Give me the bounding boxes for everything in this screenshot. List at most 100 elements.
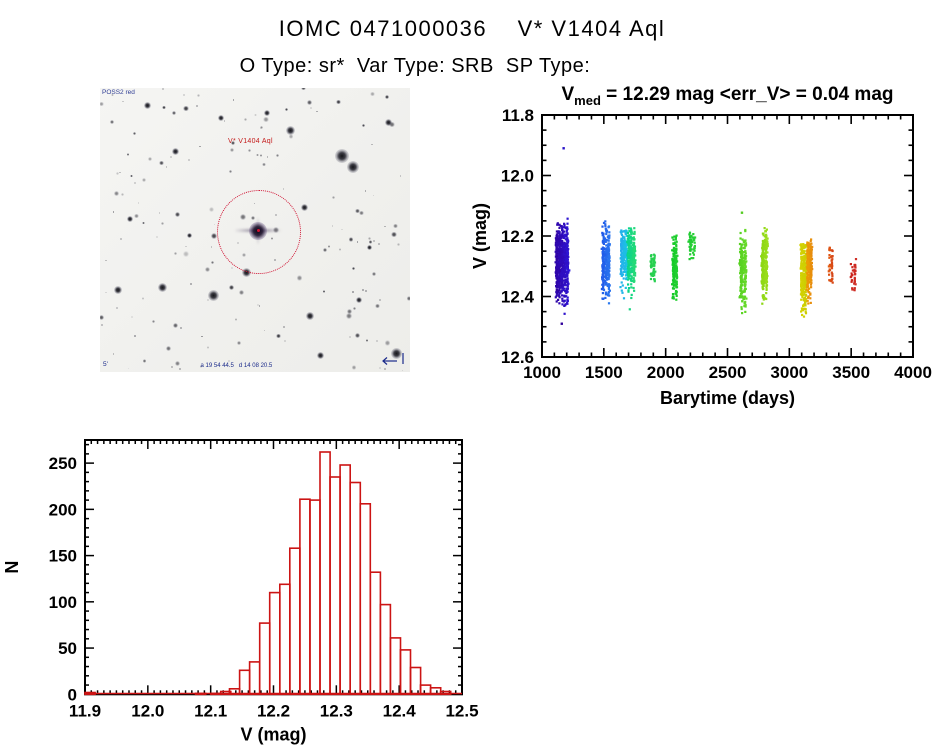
star bbox=[316, 110, 318, 113]
star bbox=[259, 127, 262, 130]
scale-label: 5' bbox=[103, 360, 108, 368]
lightcurve-title-rest: = 12.29 mag <err_V> = 0.04 mag bbox=[600, 84, 894, 105]
star bbox=[355, 296, 362, 303]
star bbox=[345, 313, 352, 319]
star bbox=[349, 336, 352, 339]
scatter-cluster bbox=[671, 234, 679, 301]
star bbox=[397, 243, 400, 246]
svg-text:12.4: 12.4 bbox=[501, 288, 535, 307]
star bbox=[100, 323, 103, 326]
histogram-bar bbox=[359, 503, 372, 696]
survey-label: POSS2 red bbox=[102, 89, 135, 96]
star bbox=[361, 124, 365, 127]
star bbox=[399, 175, 402, 177]
histogram-bar bbox=[409, 666, 422, 696]
svg-text:3500: 3500 bbox=[832, 363, 870, 382]
star bbox=[236, 341, 241, 346]
star bbox=[171, 148, 179, 156]
svg-text:2500: 2500 bbox=[709, 363, 747, 382]
svg-text:12.3: 12.3 bbox=[320, 701, 353, 720]
star bbox=[305, 312, 314, 321]
histogram-bar bbox=[258, 622, 271, 696]
star bbox=[127, 215, 134, 222]
star bbox=[254, 113, 257, 117]
star bbox=[375, 340, 378, 342]
star bbox=[100, 314, 104, 320]
star bbox=[256, 153, 259, 157]
scatter-y-tick-labels: 11.8 12.0 12.2 12.4 12.6 bbox=[501, 106, 535, 367]
star bbox=[355, 208, 360, 214]
star bbox=[322, 290, 326, 294]
star bbox=[223, 120, 226, 122]
star bbox=[390, 348, 402, 360]
star bbox=[341, 228, 343, 231]
finding-chart-image: POSS2 red V* V1404 Aql 5' a 19 54 44.5 d… bbox=[100, 88, 410, 372]
star bbox=[263, 329, 266, 332]
star bbox=[352, 306, 357, 311]
star bbox=[141, 297, 145, 300]
page-subtitle: O Type: sr* Var Type: SRB SP Type: bbox=[239, 55, 591, 77]
svg-text:12.5: 12.5 bbox=[445, 701, 478, 720]
scatter-cluster bbox=[827, 246, 834, 284]
coordinates-label: a 19 54 44.5 d 14 08 20.5 bbox=[200, 363, 273, 369]
svg-text:12.1: 12.1 bbox=[194, 701, 227, 720]
star bbox=[172, 110, 177, 115]
star bbox=[133, 182, 136, 184]
star bbox=[183, 93, 186, 97]
scatter-points bbox=[554, 217, 858, 318]
lightcurve-plot: 1000 1500 2000 2500 3000 3500 4000 11.8 12.0 12.2… bbox=[470, 106, 932, 408]
svg-text:1000: 1000 bbox=[523, 363, 561, 382]
star bbox=[310, 107, 312, 109]
star bbox=[130, 174, 133, 178]
scatter-cluster bbox=[619, 229, 629, 300]
star bbox=[121, 193, 125, 197]
star bbox=[142, 178, 147, 183]
svg-text:1500: 1500 bbox=[585, 363, 623, 382]
star bbox=[158, 212, 161, 214]
star bbox=[364, 190, 367, 192]
lightcurve-title: Vmed = 12.29 mag <err_V> = 0.04 mag bbox=[500, 84, 944, 108]
svg-text:11.9: 11.9 bbox=[69, 701, 101, 720]
star bbox=[105, 259, 107, 262]
star bbox=[116, 171, 119, 175]
star bbox=[172, 322, 179, 329]
star bbox=[151, 319, 155, 323]
star bbox=[187, 233, 193, 239]
scatter-cluster bbox=[849, 258, 858, 292]
histogram-bar bbox=[84, 691, 96, 696]
star bbox=[368, 240, 373, 244]
star bbox=[259, 154, 263, 157]
histogram-bar bbox=[268, 591, 281, 696]
scatter-ticks bbox=[541, 114, 914, 358]
star bbox=[301, 88, 306, 91]
histogram-x-tick-labels: 11.9 12.0 12.1 12.2 12.3 12.4 12.5 bbox=[69, 701, 479, 720]
target-center-dot bbox=[256, 229, 260, 233]
star bbox=[187, 158, 191, 162]
histogram-bar bbox=[309, 499, 321, 696]
histogram-y-axis-title: N bbox=[2, 561, 22, 574]
star bbox=[155, 236, 158, 239]
star bbox=[262, 116, 269, 123]
star bbox=[391, 231, 398, 238]
star bbox=[370, 92, 375, 97]
star bbox=[259, 125, 263, 129]
star bbox=[211, 233, 218, 239]
star bbox=[112, 353, 115, 355]
histogram-bar bbox=[399, 649, 412, 696]
star bbox=[208, 206, 214, 213]
target-marker-circle bbox=[217, 189, 302, 274]
star bbox=[137, 202, 140, 204]
star bbox=[256, 303, 259, 306]
star bbox=[367, 237, 371, 241]
star bbox=[114, 285, 122, 294]
star bbox=[331, 195, 335, 199]
scatter-cluster bbox=[760, 227, 769, 305]
histogram-bar bbox=[219, 690, 232, 696]
star bbox=[285, 125, 295, 135]
svg-text:12.2: 12.2 bbox=[501, 227, 534, 246]
star bbox=[195, 105, 198, 107]
star bbox=[207, 290, 219, 302]
star bbox=[393, 223, 398, 228]
star bbox=[165, 166, 168, 168]
star bbox=[379, 366, 381, 369]
